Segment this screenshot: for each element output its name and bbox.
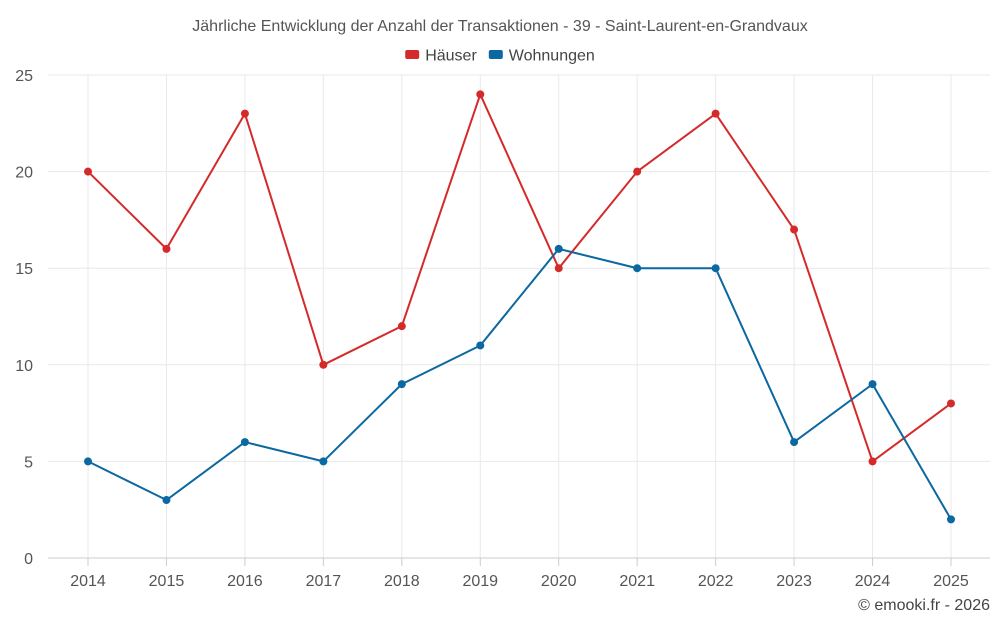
data-point bbox=[397, 322, 406, 331]
chart-title: Jährliche Entwicklung der Anzahl der Tra… bbox=[192, 18, 807, 35]
legend-swatch bbox=[405, 50, 420, 59]
data-point bbox=[476, 341, 485, 350]
data-point bbox=[633, 264, 642, 273]
credit-text: © emooki.fr - 2026 bbox=[858, 597, 990, 614]
grid bbox=[48, 74, 990, 558]
x-tick-label: 2025 bbox=[933, 573, 969, 590]
data-point bbox=[790, 438, 799, 447]
data-point bbox=[633, 167, 642, 176]
data-point bbox=[868, 457, 877, 466]
legend-swatch bbox=[488, 50, 503, 59]
x-tick-label: 2022 bbox=[698, 573, 734, 590]
series-0 bbox=[84, 90, 955, 466]
series-line bbox=[87, 247, 952, 520]
legend-label: Häuser bbox=[425, 48, 477, 65]
y-tick-label: 10 bbox=[15, 358, 33, 375]
x-tick-label: 2024 bbox=[855, 573, 891, 590]
data-point bbox=[868, 380, 877, 389]
data-point bbox=[319, 457, 328, 466]
y-tick-label: 5 bbox=[24, 454, 33, 471]
x-tick-label: 2015 bbox=[149, 573, 185, 590]
data-point bbox=[554, 244, 563, 253]
x-tick-label: 2017 bbox=[306, 573, 342, 590]
x-tick-label: 2023 bbox=[776, 573, 812, 590]
y-tick-label: 20 bbox=[15, 165, 33, 182]
y-tick-label: 0 bbox=[24, 551, 33, 568]
x-tick-label: 2021 bbox=[619, 573, 655, 590]
y-tick-label: 25 bbox=[15, 68, 33, 85]
series-1 bbox=[84, 244, 955, 524]
x-axis: 2014 2015 2016 2017 2018 2019 2020 2021 2022 2023… bbox=[48, 557, 990, 590]
data-point bbox=[84, 457, 92, 466]
data-point bbox=[790, 225, 799, 234]
data-point bbox=[397, 380, 406, 389]
series-line bbox=[87, 93, 952, 463]
legend-item[interactable]: Wohnungen bbox=[488, 48, 595, 65]
x-tick-label: 2018 bbox=[384, 573, 420, 590]
legend-item[interactable]: Häuser bbox=[405, 48, 477, 65]
data-point bbox=[711, 109, 720, 118]
data-point bbox=[947, 399, 955, 408]
legend: Häuser Wohnungen bbox=[405, 48, 595, 65]
x-tick-label: 2014 bbox=[70, 573, 106, 590]
data-point bbox=[162, 496, 171, 505]
data-point bbox=[319, 360, 328, 369]
data-point bbox=[162, 244, 171, 253]
data-point bbox=[476, 90, 485, 99]
data-point bbox=[554, 264, 563, 273]
x-tick-label: 2020 bbox=[541, 573, 577, 590]
y-tick-label: 15 bbox=[15, 261, 33, 278]
data-point bbox=[84, 167, 92, 176]
data-point bbox=[240, 109, 249, 118]
y-axis: 0 5 10 15 20 25 bbox=[15, 68, 33, 568]
series-layer bbox=[84, 90, 955, 524]
legend-label: Wohnungen bbox=[509, 48, 595, 65]
data-point bbox=[947, 515, 955, 524]
x-tick-label: 2016 bbox=[227, 573, 263, 590]
x-tick-label: 2019 bbox=[462, 573, 498, 590]
data-point bbox=[240, 438, 249, 447]
data-point bbox=[711, 264, 720, 273]
